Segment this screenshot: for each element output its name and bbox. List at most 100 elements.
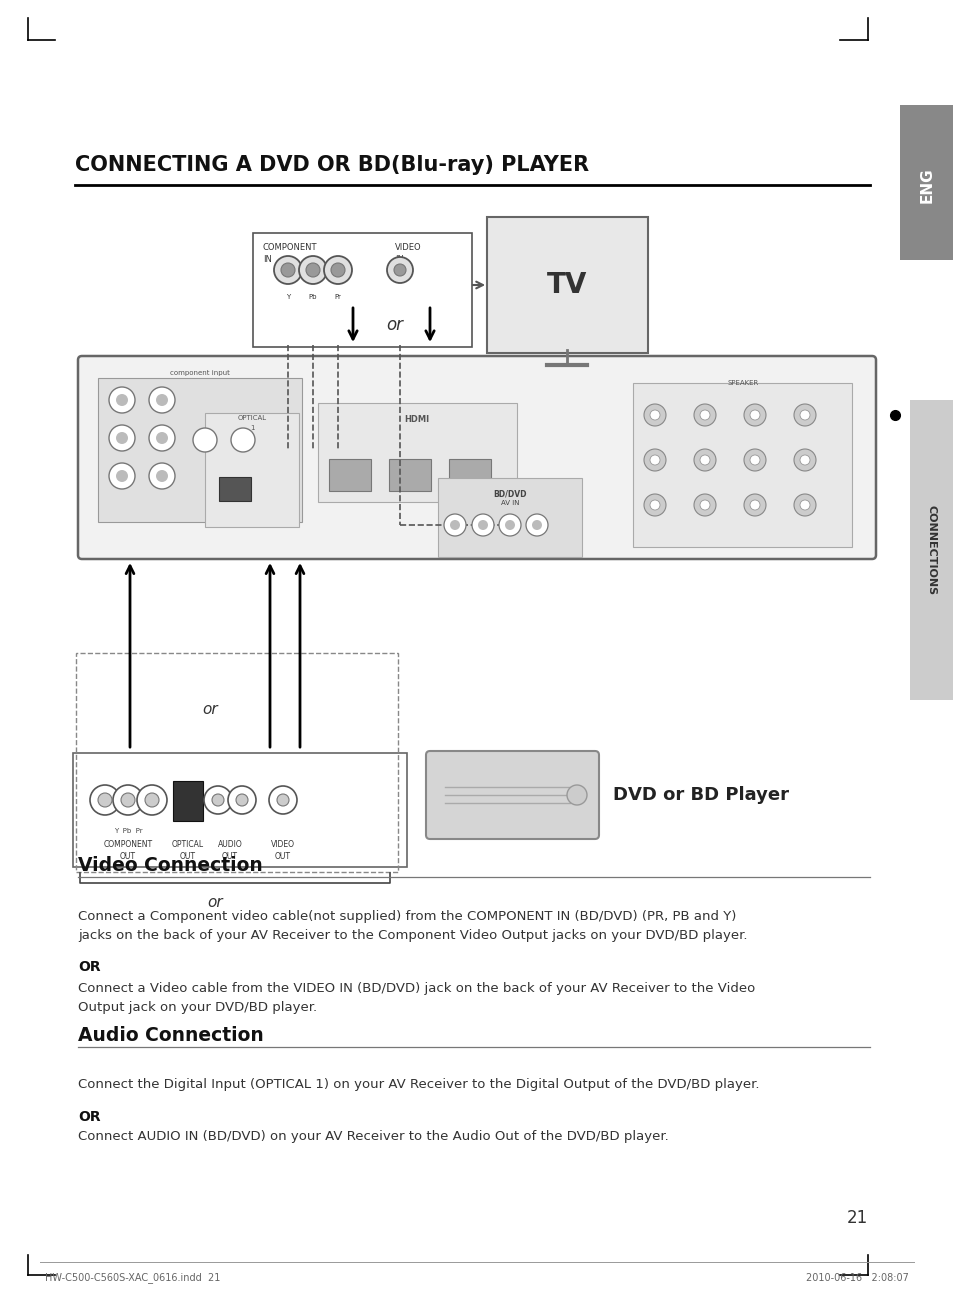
Circle shape bbox=[643, 449, 665, 471]
Circle shape bbox=[193, 428, 216, 453]
Circle shape bbox=[204, 786, 232, 813]
Text: TV: TV bbox=[547, 272, 587, 299]
Text: ENG: ENG bbox=[919, 167, 934, 203]
Text: IN: IN bbox=[263, 255, 272, 264]
Text: OUT: OUT bbox=[274, 851, 291, 861]
Circle shape bbox=[212, 794, 224, 806]
Circle shape bbox=[743, 404, 765, 426]
Text: Connect a Video cable from the VIDEO IN (BD/DVD) jack on the back of your AV Rec: Connect a Video cable from the VIDEO IN … bbox=[78, 981, 755, 1014]
Circle shape bbox=[743, 495, 765, 516]
Text: Connect a Component video cable(not supplied) from the COMPONENT IN (BD/DVD) (PR: Connect a Component video cable(not supp… bbox=[78, 911, 747, 942]
Text: Connect AUDIO IN (BD/DVD) on your AV Receiver to the Audio Out of the DVD/BD pla: Connect AUDIO IN (BD/DVD) on your AV Rec… bbox=[78, 1130, 668, 1143]
Circle shape bbox=[109, 425, 135, 451]
FancyBboxPatch shape bbox=[219, 478, 251, 501]
Circle shape bbox=[121, 792, 135, 807]
Text: Y  Pb  Pr: Y Pb Pr bbox=[113, 828, 142, 834]
Circle shape bbox=[693, 495, 716, 516]
Circle shape bbox=[98, 792, 112, 807]
Circle shape bbox=[693, 404, 716, 426]
Text: 2010-06-16   2:08:07: 2010-06-16 2:08:07 bbox=[805, 1273, 908, 1283]
Text: OUT: OUT bbox=[120, 851, 136, 861]
Circle shape bbox=[800, 409, 809, 420]
Text: COMPONENT: COMPONENT bbox=[103, 840, 152, 849]
Circle shape bbox=[137, 785, 167, 815]
FancyBboxPatch shape bbox=[633, 383, 851, 547]
Circle shape bbox=[109, 463, 135, 489]
Circle shape bbox=[477, 520, 488, 530]
Circle shape bbox=[649, 409, 659, 420]
Circle shape bbox=[649, 455, 659, 464]
Text: OR: OR bbox=[78, 960, 100, 974]
Circle shape bbox=[749, 409, 760, 420]
Circle shape bbox=[231, 428, 254, 453]
FancyBboxPatch shape bbox=[205, 413, 298, 527]
Circle shape bbox=[700, 455, 709, 464]
Text: or: or bbox=[202, 702, 217, 718]
FancyBboxPatch shape bbox=[98, 378, 302, 522]
Text: Pb: Pb bbox=[309, 294, 317, 300]
Circle shape bbox=[700, 500, 709, 510]
Text: OUT: OUT bbox=[180, 851, 195, 861]
Text: AUDIO: AUDIO bbox=[217, 840, 242, 849]
Circle shape bbox=[643, 495, 665, 516]
Circle shape bbox=[90, 785, 120, 815]
FancyBboxPatch shape bbox=[329, 459, 371, 491]
FancyBboxPatch shape bbox=[73, 753, 407, 867]
Text: Video Connection: Video Connection bbox=[78, 855, 262, 875]
FancyBboxPatch shape bbox=[317, 403, 517, 502]
Circle shape bbox=[269, 786, 296, 813]
Circle shape bbox=[793, 495, 815, 516]
Circle shape bbox=[156, 432, 168, 443]
Text: OUT: OUT bbox=[222, 851, 237, 861]
Text: or: or bbox=[386, 316, 403, 335]
Circle shape bbox=[525, 514, 547, 537]
Circle shape bbox=[306, 262, 319, 277]
Text: AV IN: AV IN bbox=[500, 500, 518, 506]
Text: COMPONENT: COMPONENT bbox=[263, 243, 317, 252]
FancyBboxPatch shape bbox=[437, 478, 581, 558]
Circle shape bbox=[498, 514, 520, 537]
Circle shape bbox=[331, 262, 345, 277]
Text: VIDEO: VIDEO bbox=[271, 840, 294, 849]
FancyBboxPatch shape bbox=[486, 216, 647, 353]
Circle shape bbox=[643, 404, 665, 426]
Circle shape bbox=[116, 394, 128, 405]
Text: 1: 1 bbox=[250, 425, 254, 432]
Circle shape bbox=[749, 500, 760, 510]
Text: VIDEO: VIDEO bbox=[395, 243, 421, 252]
FancyBboxPatch shape bbox=[78, 356, 875, 559]
Text: SPEAKER: SPEAKER bbox=[726, 380, 758, 386]
Circle shape bbox=[800, 455, 809, 464]
Circle shape bbox=[156, 394, 168, 405]
Text: HW-C500-C560S-XAC_0616.indd  21: HW-C500-C560S-XAC_0616.indd 21 bbox=[45, 1273, 220, 1283]
Circle shape bbox=[298, 256, 327, 283]
Circle shape bbox=[743, 449, 765, 471]
Circle shape bbox=[145, 792, 159, 807]
Circle shape bbox=[793, 449, 815, 471]
Text: OR: OR bbox=[78, 1110, 100, 1124]
Text: Audio Connection: Audio Connection bbox=[78, 1026, 263, 1044]
Text: Y: Y bbox=[286, 294, 290, 300]
Circle shape bbox=[693, 449, 716, 471]
Text: Pr: Pr bbox=[335, 294, 341, 300]
FancyBboxPatch shape bbox=[909, 400, 953, 701]
Circle shape bbox=[532, 520, 541, 530]
FancyBboxPatch shape bbox=[172, 781, 203, 821]
Circle shape bbox=[116, 432, 128, 443]
Text: DVD or BD Player: DVD or BD Player bbox=[613, 786, 788, 804]
Text: or: or bbox=[207, 895, 223, 911]
Text: OPTICAL: OPTICAL bbox=[172, 840, 204, 849]
Text: IN: IN bbox=[395, 255, 403, 264]
Circle shape bbox=[387, 257, 413, 283]
Circle shape bbox=[149, 463, 174, 489]
Circle shape bbox=[450, 520, 459, 530]
Circle shape bbox=[156, 470, 168, 482]
Circle shape bbox=[800, 500, 809, 510]
Circle shape bbox=[116, 470, 128, 482]
Circle shape bbox=[649, 500, 659, 510]
Circle shape bbox=[276, 794, 289, 806]
Circle shape bbox=[112, 785, 143, 815]
Text: component input: component input bbox=[170, 370, 230, 377]
Circle shape bbox=[443, 514, 465, 537]
Text: OPTICAL: OPTICAL bbox=[237, 415, 266, 421]
